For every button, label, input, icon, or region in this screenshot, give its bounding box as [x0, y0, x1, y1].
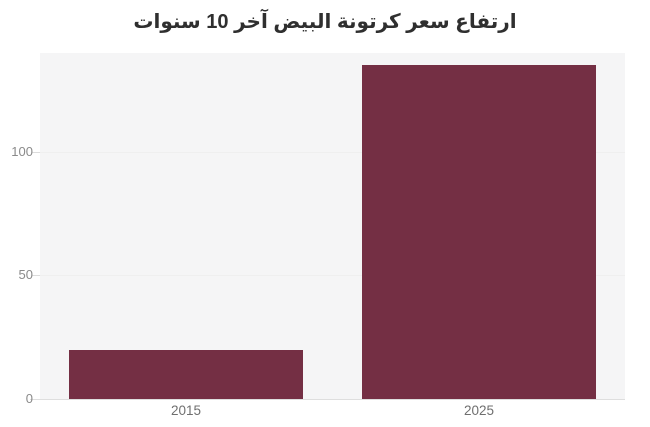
bar-2015 [69, 350, 303, 399]
x-axis-baseline [30, 399, 625, 400]
bar-2025 [362, 65, 596, 399]
x-axis-tick-label: 2015 [170, 403, 202, 418]
y-tick-mark-50 [32, 275, 40, 276]
y-axis-tick-label: 50 [18, 267, 33, 282]
y-axis-tick-label: 0 [25, 391, 33, 406]
y-tick-mark-100 [32, 152, 40, 153]
x-axis-tick-label: 2025 [463, 403, 495, 418]
y-axis-tick-label: 100 [11, 144, 33, 159]
chart-title: ارتفاع سعر كرتونة البيض آخر 10 سنوات [133, 11, 517, 33]
gridline-100 [40, 152, 625, 153]
gridline-50 [40, 275, 625, 276]
